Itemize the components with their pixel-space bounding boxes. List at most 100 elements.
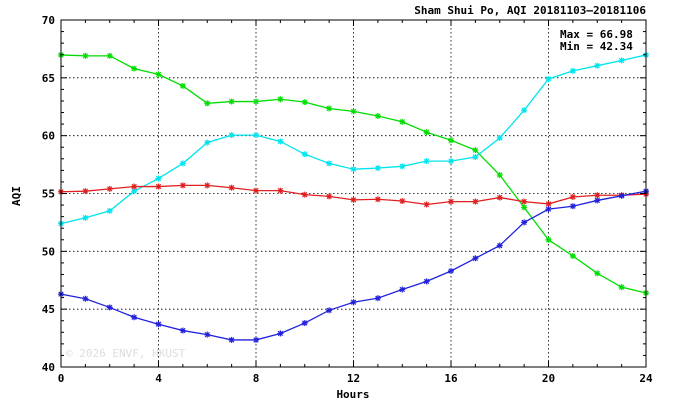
data-point-marker <box>277 187 284 194</box>
stat-min: Min = 42.34 <box>560 40 633 53</box>
data-point-marker <box>106 207 113 214</box>
data-point-marker <box>448 267 454 274</box>
data-point-marker <box>569 193 576 200</box>
data-point-marker <box>155 71 162 78</box>
data-point-marker <box>82 52 89 59</box>
data-point-marker <box>423 278 430 285</box>
watermark: © 2026 ENVF, HKUST <box>66 347 186 360</box>
data-point-marker <box>594 197 601 204</box>
data-point-marker <box>350 108 357 115</box>
stat-max: Max = 66.98 <box>560 28 633 41</box>
data-point-marker <box>545 236 552 243</box>
data-point-marker <box>448 137 454 144</box>
data-point-marker <box>399 286 406 293</box>
data-point-marker <box>399 163 406 170</box>
data-point-marker <box>301 99 308 106</box>
data-point-marker <box>569 203 576 210</box>
data-point-marker <box>131 314 138 321</box>
y-tick-label: 40 <box>42 361 55 374</box>
data-point-marker <box>253 187 259 194</box>
series-2 <box>58 51 649 227</box>
axis-ticks <box>60 19 647 368</box>
data-point-marker <box>82 188 89 195</box>
data-point-marker <box>374 196 381 203</box>
data-point-marker <box>374 295 381 302</box>
x-tick-label: 8 <box>253 372 260 385</box>
data-point-marker <box>374 113 381 120</box>
x-tick-label: 20 <box>542 372 555 385</box>
data-point-marker <box>106 185 113 192</box>
x-tick-label: 24 <box>639 372 653 385</box>
data-point-marker <box>594 270 601 277</box>
data-point-marker <box>82 295 89 302</box>
y-tick-labels: 40 45 50 55 60 65 70 <box>42 14 55 374</box>
data-point-marker <box>594 192 601 199</box>
data-point-marker <box>301 320 308 327</box>
data-point-marker <box>326 193 333 200</box>
data-point-marker <box>301 151 308 158</box>
data-point-marker <box>496 242 503 249</box>
data-point-marker <box>472 154 479 161</box>
data-point-marker <box>204 331 211 338</box>
data-point-marker <box>106 304 113 311</box>
data-point-marker <box>155 175 162 182</box>
y-tick-label: 65 <box>42 72 55 85</box>
x-tick-label: 12 <box>347 372 360 385</box>
data-point-marker <box>131 183 138 190</box>
data-point-marker <box>521 198 528 205</box>
data-point-marker <box>155 183 162 190</box>
y-axis-label: AQI <box>10 186 23 206</box>
data-point-marker <box>179 327 186 334</box>
data-point-marker <box>545 200 552 207</box>
data-point-marker <box>472 147 479 154</box>
data-point-marker <box>521 219 528 226</box>
data-point-marker <box>228 336 235 343</box>
data-point-marker <box>326 105 333 112</box>
data-point-marker <box>326 307 333 314</box>
data-point-marker <box>155 321 162 328</box>
data-point-marker <box>179 82 186 89</box>
data-point-marker <box>521 204 528 211</box>
data-point-marker <box>277 96 284 103</box>
data-point-marker <box>350 196 357 203</box>
data-point-marker <box>253 98 259 105</box>
data-point-marker <box>423 129 430 136</box>
data-point-marker <box>204 182 211 189</box>
data-point-marker <box>521 107 528 114</box>
data-point-marker <box>204 139 211 146</box>
series-layer <box>58 51 649 343</box>
data-point-marker <box>618 192 625 199</box>
data-point-marker <box>228 98 235 105</box>
x-tick-labels: 0 4 8 12 16 20 24 <box>58 372 653 385</box>
data-point-marker <box>131 65 138 72</box>
data-point-marker <box>423 201 430 208</box>
data-point-marker <box>204 100 211 107</box>
data-point-marker <box>448 198 454 205</box>
data-point-marker <box>618 284 625 291</box>
y-tick-label: 70 <box>42 14 55 27</box>
data-point-marker <box>545 206 552 213</box>
grid-lines <box>61 20 646 367</box>
x-axis-label: Hours <box>336 388 369 401</box>
data-point-marker <box>326 160 333 167</box>
data-point-marker <box>618 57 625 64</box>
chart-title: Sham Shui Po, AQI 20181103—20181106 <box>414 4 646 17</box>
data-point-marker <box>569 67 576 74</box>
y-tick-label: 50 <box>42 245 55 258</box>
data-point-marker <box>496 134 503 141</box>
x-tick-label: 0 <box>58 372 65 385</box>
data-point-marker <box>253 132 259 139</box>
data-point-marker <box>82 214 89 221</box>
data-point-marker <box>228 132 235 139</box>
series-4 <box>58 188 649 343</box>
data-point-marker <box>496 171 503 178</box>
data-point-marker <box>594 62 601 69</box>
y-tick-label: 55 <box>42 188 55 201</box>
data-point-marker <box>448 158 454 165</box>
y-tick-label: 45 <box>42 303 55 316</box>
data-point-marker <box>179 160 186 167</box>
data-point-marker <box>545 75 552 82</box>
x-tick-label: 16 <box>444 372 458 385</box>
data-point-marker <box>106 52 113 59</box>
